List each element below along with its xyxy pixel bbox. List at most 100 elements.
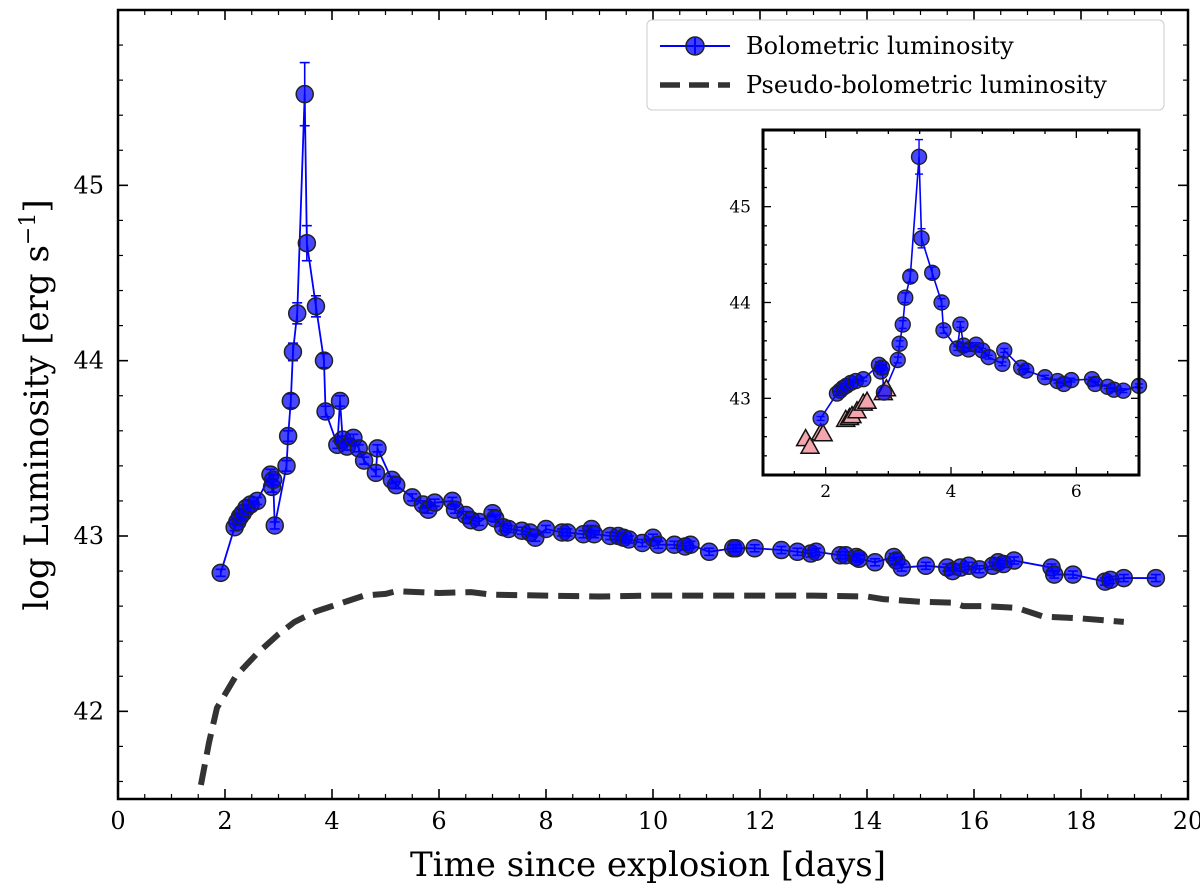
x-tick-label: 6 (431, 807, 446, 835)
x-tick-label: 4 (324, 807, 339, 835)
bolometric-point (278, 426, 298, 446)
inset-bolometric-point (889, 351, 906, 369)
bolometric-point (849, 549, 869, 569)
bolometric-point (865, 553, 885, 572)
inset-bolometric-point (891, 335, 908, 352)
inset-y-tick-label: 44 (729, 294, 751, 314)
inset-bolometric-point (910, 148, 928, 166)
y-axis-label: log Luminosity [erg s−1] (16, 199, 57, 610)
inset-triangle-point (856, 390, 878, 409)
inset-bolometric-point (894, 316, 911, 333)
bolometric-point (265, 516, 285, 535)
inset-bolometric-point (996, 342, 1013, 359)
main-plot-area (197, 61, 1166, 786)
inset-bolometric-point (935, 322, 952, 339)
inset-bolometric-point (933, 294, 950, 311)
inset-triangle-point (812, 423, 834, 442)
bolometric-point (892, 558, 912, 577)
pseudo-bolometric-line (197, 588, 1125, 786)
inset-bolometric-point (812, 410, 829, 427)
bolometric-point (211, 563, 230, 583)
bolometric-point (1146, 568, 1166, 588)
inset-bolometric-point (873, 359, 891, 376)
inset-bolometric-point (980, 348, 997, 366)
inset-frame (761, 128, 1141, 477)
inset-x-tick-label: 6 (1071, 482, 1082, 502)
inset-x-tick-label: 2 (820, 482, 831, 502)
bolometric-point (699, 542, 719, 562)
x-tick-label: 2 (217, 807, 232, 835)
bolometric-point (247, 491, 267, 511)
y-tick-label: 45 (73, 171, 104, 199)
inset-x-tick-label: 4 (946, 482, 957, 502)
bolometric-point (281, 391, 301, 411)
bolometric-point (277, 456, 296, 476)
inset-bolometric-point (1017, 362, 1035, 379)
bolometric-point (316, 402, 335, 421)
legend: Bolometric luminosity Pseudo-bolometric … (646, 19, 1165, 111)
bolometric-point (745, 539, 764, 558)
x-tick-label: 0 (110, 807, 125, 835)
bolometric-point (536, 519, 556, 539)
inset-bolometric-point (855, 370, 872, 388)
y-axis-label-exponent: −1 (16, 213, 41, 245)
inset-bolometric-point (875, 384, 893, 401)
bolometric-point (425, 493, 444, 512)
bolometric-point (806, 542, 826, 562)
x-tick-label: 16 (959, 807, 990, 835)
inset-bolometric-point (897, 289, 914, 306)
x-tick-label: 14 (852, 807, 883, 835)
y-tick-label: 42 (73, 697, 104, 725)
bolometric-point (314, 351, 334, 370)
bolometric-point (368, 439, 387, 458)
bolometric-point (297, 233, 317, 253)
bolometric-point (283, 342, 303, 362)
bolometric-point (306, 297, 326, 316)
legend-box (646, 19, 1165, 111)
bolometric-point (386, 475, 406, 495)
inset-bolometric-point (1115, 382, 1132, 399)
main-plot-frame (116, 8, 1190, 801)
legend-bolometric-label: Bolometric luminosity (746, 32, 1014, 60)
bolometric-point (295, 84, 314, 104)
inset-triangle-point (799, 435, 821, 454)
x-tick-label: 18 (1066, 807, 1097, 835)
x-tick-label: 12 (745, 807, 776, 835)
x-tick-label: 20 (1173, 807, 1200, 835)
bolometric-point (726, 539, 746, 558)
inset-panel: 2 4 6 43 44 45 (729, 128, 1148, 502)
legend-pseudo-label: Pseudo-bolometric luminosity (746, 71, 1107, 99)
bolometric-point (1114, 568, 1134, 588)
bolometric-point (366, 463, 386, 483)
y-tick-label: 44 (73, 347, 104, 375)
y-axis-label-close: ] (17, 199, 57, 212)
bolometric-point (1063, 565, 1083, 584)
inset-bolometric-point (1063, 371, 1080, 389)
inset-bolometric-point (924, 264, 941, 281)
bolometric-point (772, 540, 791, 560)
bolometric-point (584, 524, 604, 544)
bolometric-point (330, 391, 350, 411)
bolometric-point (558, 523, 577, 542)
inset-bolometric-point (994, 355, 1011, 373)
x-tick-label: 8 (538, 807, 553, 835)
y-tick-label: 43 (73, 522, 104, 550)
x-axis-label: Time since explosion [days] (410, 845, 886, 885)
y-axis-label-main: log Luminosity [erg s (17, 245, 57, 611)
x-tick-label: 10 (638, 807, 669, 835)
bolometric-point (263, 470, 283, 490)
inset-axis-ticks: 2 4 6 43 44 45 (729, 129, 1140, 502)
inset-y-tick-label: 45 (729, 198, 751, 218)
bolometric-point (287, 304, 307, 323)
legend-bolometric-marker (685, 36, 705, 56)
bolometric-point (649, 535, 668, 555)
inset-bolometric-point (913, 230, 930, 247)
inset-bolometric-point (952, 316, 969, 333)
bolometric-point (1045, 565, 1064, 584)
bolometric-point (354, 451, 374, 470)
bolometric-point (681, 535, 700, 555)
bolometric-point (1004, 551, 1024, 570)
bolometric-point (916, 556, 936, 576)
